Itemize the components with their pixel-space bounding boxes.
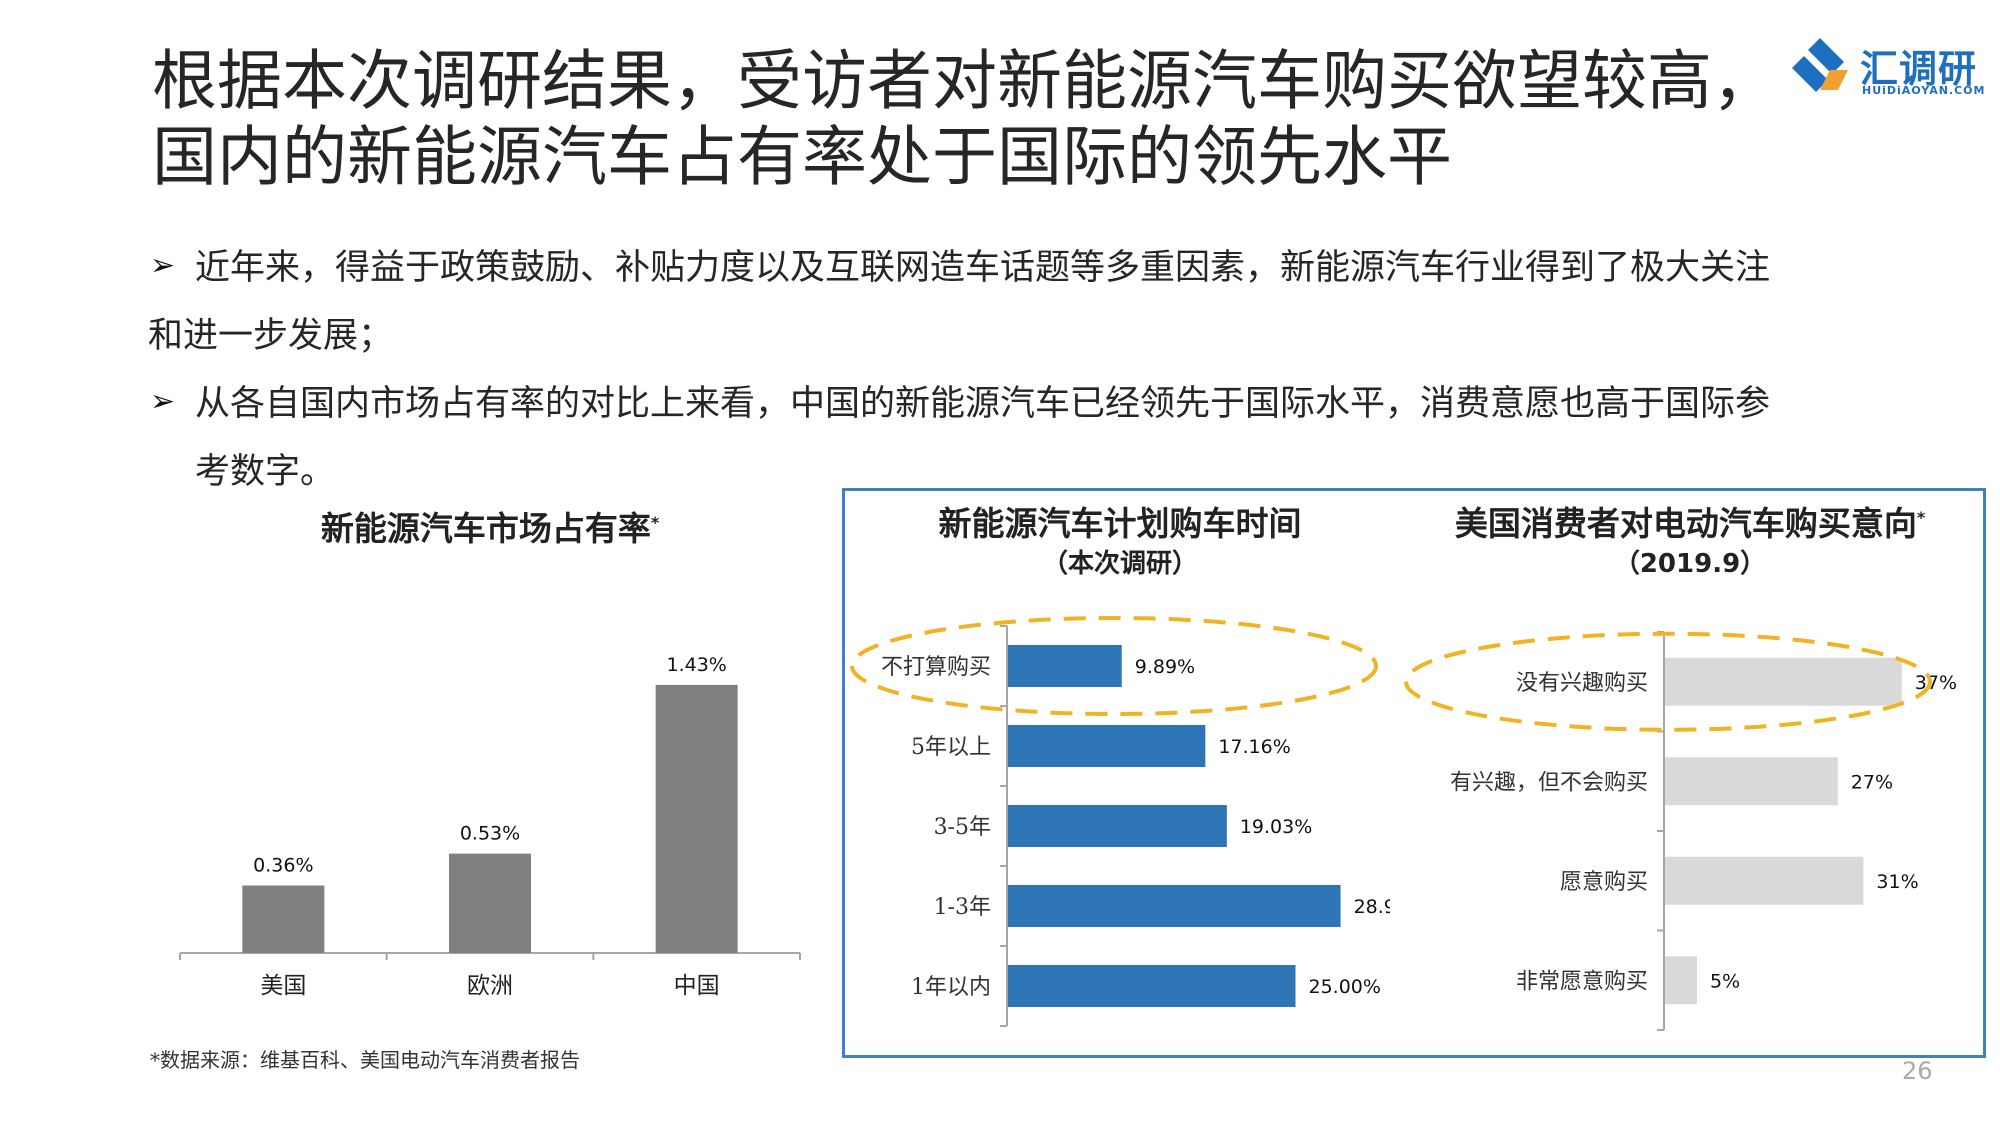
bar xyxy=(1665,757,1838,806)
category-label: 没有兴趣购买 xyxy=(1516,671,1648,696)
category-label: 3-5年 xyxy=(934,815,991,840)
chart-3-subtitle: （2019.9） xyxy=(1613,549,1767,579)
brand-logo: 汇调研 HUiDiAOYAN.COM xyxy=(1790,34,1990,104)
page-title: 根据本次调研结果，受访者对新能源汽车购买欲望较高， 国内的新能源汽车占有率处于国… xyxy=(152,44,1792,196)
bar xyxy=(1665,657,1902,706)
category-label: 美国 xyxy=(260,973,306,999)
category-label: 欧洲 xyxy=(467,973,513,999)
highlight-ellipse xyxy=(1404,631,1932,732)
bar xyxy=(1008,805,1227,847)
bullet-2-line-2: 考数字。 xyxy=(195,452,336,492)
category-label: 愿意购买 xyxy=(1560,870,1648,895)
data-label: 27% xyxy=(1851,771,1893,793)
data-source-note: *数据来源：维基百科、美国电动汽车消费者报告 xyxy=(150,1048,580,1072)
huidiaoyan-logo-icon xyxy=(1792,38,1848,92)
category-label: 不打算购买 xyxy=(881,655,991,680)
category-label: 1年以内 xyxy=(911,975,991,1000)
category-label: 非常愿意购买 xyxy=(1516,969,1648,994)
chart-1-title: 新能源汽车市场占有率* xyxy=(200,502,780,550)
bar xyxy=(1665,956,1697,1005)
category-label: 有兴趣，但不会购买 xyxy=(1450,770,1648,795)
logo-name: 汇调研 xyxy=(1860,47,1978,91)
highlight-ellipse xyxy=(850,616,1378,716)
data-label: 0.53% xyxy=(460,823,520,845)
category-label: 5年以上 xyxy=(911,735,991,760)
data-label: 9.89% xyxy=(1135,656,1195,678)
chart-2-title: 新能源汽车计划购车时间 xyxy=(938,504,1302,543)
chart-1-title-mark: * xyxy=(650,513,660,532)
title-line-2: 国内的新能源汽车占有率处于国际的领先水平 xyxy=(152,120,1453,195)
chart-3-title: 美国消费者对电动汽车购买意向* xyxy=(1400,497,1980,545)
bar xyxy=(1008,965,1296,1007)
chart-1-title-text: 新能源汽车市场占有率 xyxy=(320,509,651,548)
logo-subtext: HUiDiAOYAN.COM xyxy=(1862,84,1986,97)
bullet-arrow-icon: ➢ xyxy=(150,384,176,419)
survey-charts-frame xyxy=(842,488,1986,1058)
data-label: 17.16% xyxy=(1218,736,1290,758)
bar xyxy=(1008,645,1122,687)
data-label: 37% xyxy=(1915,672,1957,694)
bar xyxy=(1008,885,1341,927)
data-label: 31% xyxy=(1876,871,1918,893)
category-label: 1-3年 xyxy=(934,895,991,920)
bar xyxy=(449,853,531,953)
data-label: 28.92% xyxy=(1354,896,1390,918)
category-label: 中国 xyxy=(674,973,720,999)
chart-3-title-text: 美国消费者对电动汽车购买意向 xyxy=(1454,504,1917,543)
page-number: 26 xyxy=(1902,1057,1933,1085)
chart-3-title-mark: * xyxy=(1916,508,1926,527)
chart-2-purchase-time: 不打算购买 9.89% 5年以上 17.16% 3-5年 19.03% 1-3年 28.92%… xyxy=(850,616,1390,1027)
bar xyxy=(1665,856,1864,905)
bullet-2-line-1: 从各自国内市场占有率的对比上来看，中国的新能源汽车已经领先于国际水平，消费意愿也… xyxy=(195,384,1771,424)
bullet-1-line-2: 和进一步发展； xyxy=(148,316,394,356)
bar xyxy=(242,885,325,953)
chart-1-market-share: 0.36% 美国 0.53% 欧洲 1.43% 中国 xyxy=(179,654,801,999)
data-label: 1.43% xyxy=(666,654,726,676)
data-label: 0.36% xyxy=(253,855,313,877)
bullet-1-line-1: 近年来，得益于政策鼓励、补贴力度以及互联网造车话题等多重因素，新能源汽车行业得到… xyxy=(195,248,1771,288)
data-label: 25.00% xyxy=(1309,976,1381,998)
chart-2-subtitle: （本次调研） xyxy=(1041,549,1198,579)
bullet-arrow-icon: ➢ xyxy=(150,248,176,283)
title-line-1: 根据本次调研结果，受访者对新能源汽车购买欲望较高， xyxy=(152,44,1778,119)
chart-3-us-intent: 没有兴趣购买 37% 有兴趣，但不会购买 27% 愿意购买 31% 非常愿意购买 5% xyxy=(1404,631,1957,1031)
data-label: 19.03% xyxy=(1240,816,1312,838)
bar xyxy=(1008,725,1206,767)
data-label: 5% xyxy=(1710,970,1740,992)
bar xyxy=(655,684,738,953)
